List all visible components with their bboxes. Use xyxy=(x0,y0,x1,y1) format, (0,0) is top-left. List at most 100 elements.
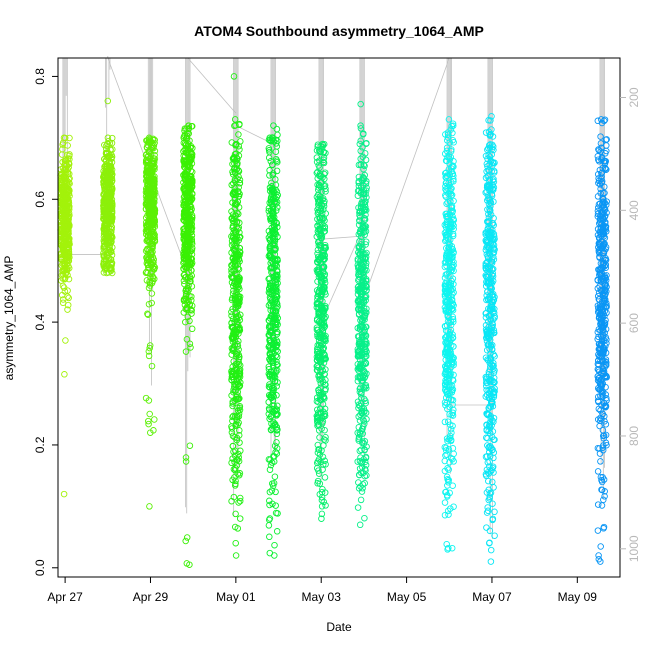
data-point xyxy=(235,273,243,281)
data-point xyxy=(444,256,451,263)
data-point xyxy=(62,337,69,344)
data-point xyxy=(484,278,491,286)
data-point xyxy=(362,223,370,230)
data-point xyxy=(273,312,280,319)
data-point xyxy=(267,215,275,222)
data-point xyxy=(441,499,449,506)
data-point xyxy=(186,220,194,228)
data-point xyxy=(600,523,608,531)
data-point xyxy=(61,371,68,378)
data-point xyxy=(445,479,452,486)
data-point xyxy=(231,280,238,287)
data-point xyxy=(182,458,190,465)
x-tick-label: May 05 xyxy=(387,590,427,604)
data-point xyxy=(63,261,70,268)
data-point xyxy=(63,203,70,210)
data-point xyxy=(597,140,605,147)
data-point xyxy=(267,456,274,463)
data-point xyxy=(108,266,115,273)
data-point xyxy=(314,186,322,194)
data-point xyxy=(355,221,363,229)
data-point xyxy=(360,341,367,349)
data-point xyxy=(443,370,451,378)
data-point xyxy=(229,170,237,178)
data-point xyxy=(319,485,326,493)
data-point xyxy=(145,300,153,308)
data-point xyxy=(441,293,449,300)
data-point xyxy=(442,306,450,314)
data-point xyxy=(444,475,451,483)
data-point xyxy=(601,287,609,295)
data-point xyxy=(234,324,241,331)
data-point xyxy=(359,423,367,430)
data-point xyxy=(273,299,280,306)
data-point xyxy=(489,500,496,507)
data-point xyxy=(183,132,191,140)
data-point xyxy=(185,122,192,129)
data-point xyxy=(147,429,154,436)
data-point xyxy=(356,447,364,455)
data-point xyxy=(598,169,606,177)
data-point xyxy=(318,496,326,504)
data-point xyxy=(181,280,188,288)
data-point xyxy=(362,180,370,187)
data-point xyxy=(603,441,610,449)
data-point xyxy=(450,172,457,180)
data-point xyxy=(442,447,450,454)
data-point xyxy=(314,206,321,213)
data-point xyxy=(354,324,362,332)
data-point xyxy=(596,253,603,260)
data-point xyxy=(487,258,495,265)
data-point xyxy=(151,151,158,159)
data-point xyxy=(484,183,491,190)
data-point xyxy=(449,445,457,452)
data-point xyxy=(602,403,610,410)
data-point xyxy=(318,320,326,327)
data-point xyxy=(270,137,277,145)
data-point xyxy=(61,161,68,169)
data-point xyxy=(269,318,277,325)
data-point xyxy=(273,167,281,175)
data-point xyxy=(444,491,451,499)
data-point xyxy=(448,163,456,171)
data-point xyxy=(445,511,452,518)
data-point xyxy=(273,423,281,431)
data-point xyxy=(64,306,71,313)
data-point xyxy=(101,168,109,176)
data-point xyxy=(594,393,602,401)
data-point xyxy=(270,122,277,129)
data-point xyxy=(322,376,329,384)
data-point xyxy=(444,437,451,445)
data-point xyxy=(269,287,276,294)
data-point xyxy=(184,313,192,321)
data-point xyxy=(321,457,328,465)
data-point xyxy=(229,190,237,197)
data-point xyxy=(490,391,498,399)
data-point xyxy=(321,351,328,358)
data-point xyxy=(487,546,495,554)
data-point xyxy=(358,288,365,295)
data-point xyxy=(233,434,241,442)
data-point xyxy=(603,209,610,217)
data-point xyxy=(489,377,496,384)
data-point xyxy=(450,359,457,366)
data-point xyxy=(445,466,452,473)
data-point xyxy=(271,229,279,236)
data-point xyxy=(597,116,605,123)
data-point xyxy=(487,558,495,565)
data-point xyxy=(485,496,492,504)
connector-line xyxy=(361,57,450,304)
y2-tick-label: 400 xyxy=(627,200,641,220)
data-point xyxy=(363,139,370,147)
data-point xyxy=(313,459,321,467)
data-point xyxy=(444,391,452,398)
data-point xyxy=(267,336,274,344)
data-point xyxy=(315,197,322,205)
data-point xyxy=(314,477,322,485)
data-point xyxy=(320,285,328,293)
data-point xyxy=(229,413,236,421)
data-point xyxy=(601,116,609,123)
data-point xyxy=(104,239,112,247)
data-point xyxy=(267,306,274,314)
data-point xyxy=(358,249,365,256)
